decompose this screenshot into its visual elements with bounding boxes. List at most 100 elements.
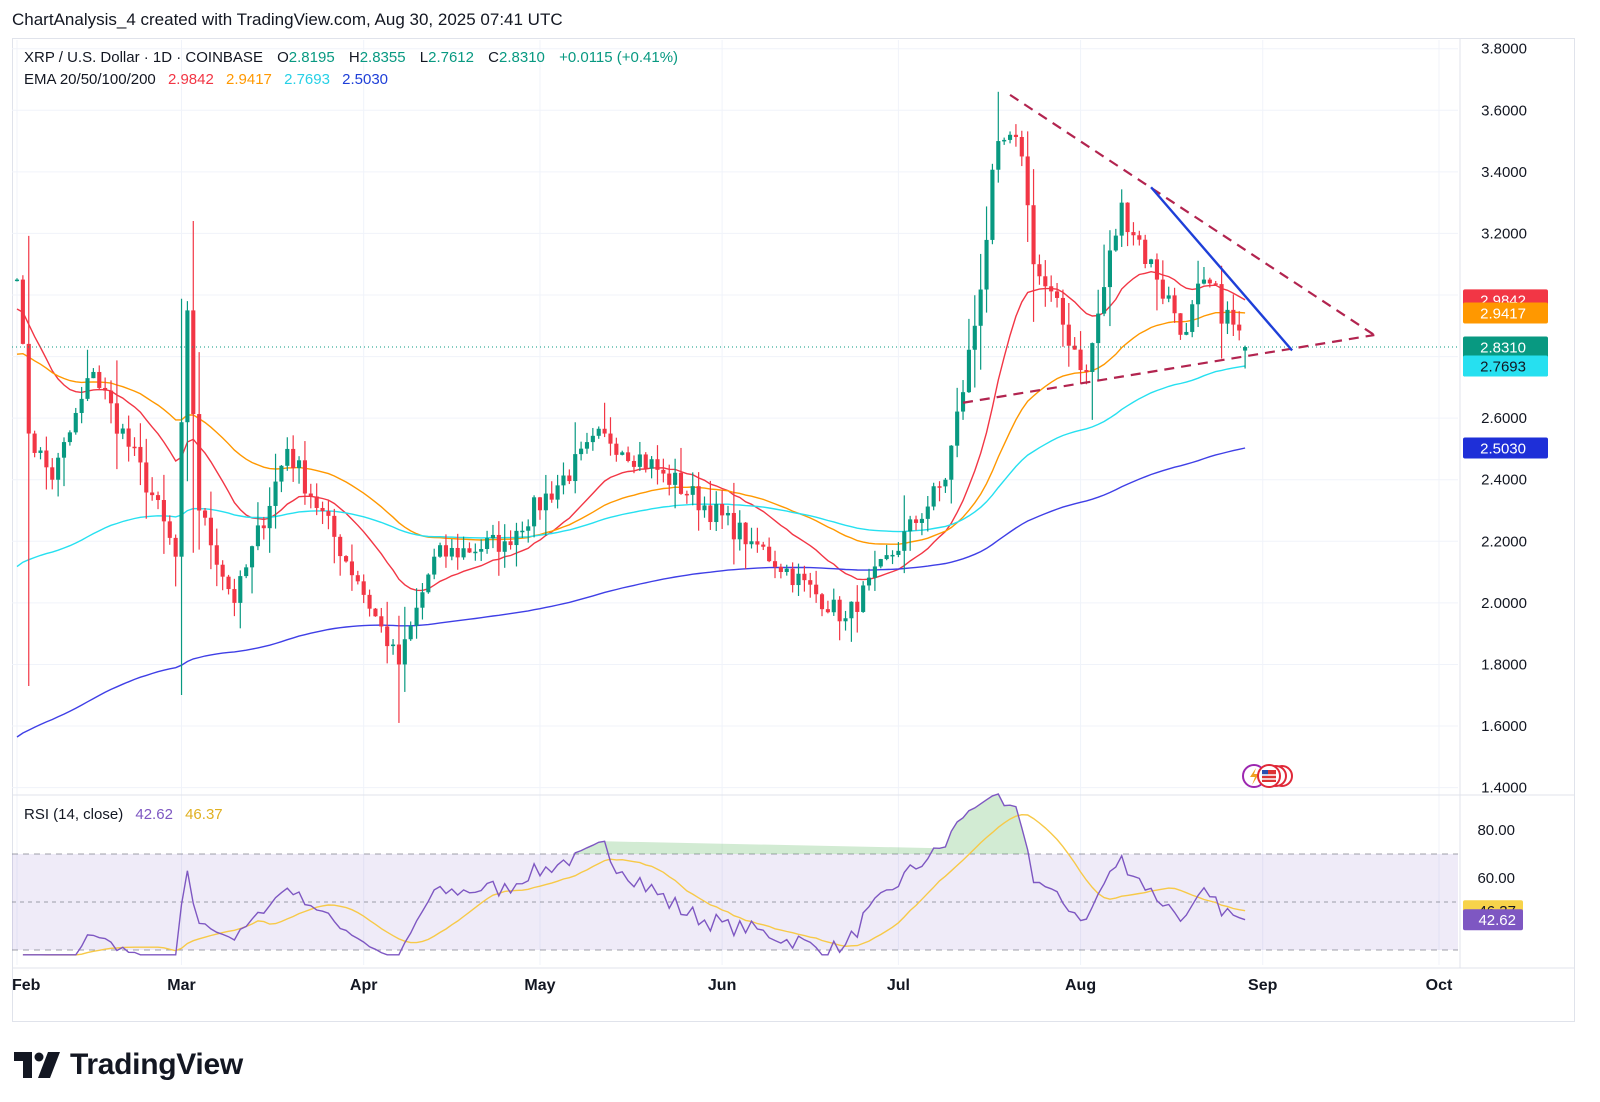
candle-body [432, 556, 437, 575]
candle-body [114, 403, 119, 434]
candle-body [238, 576, 243, 603]
event-icons[interactable] [1242, 764, 1293, 788]
rsi-value-badge-bg [1463, 909, 1523, 931]
candle-body [955, 411, 960, 446]
rsi-tick-label: 80.00 [1477, 822, 1515, 839]
candle-body [1007, 134, 1013, 140]
candle-body [966, 349, 971, 393]
candle-body [338, 536, 343, 557]
time-tick-label: Oct [1426, 977, 1453, 994]
candle-body [308, 493, 313, 497]
candle-body [226, 576, 231, 590]
triangle-upper-trendline [1009, 93, 1375, 336]
candle-body [32, 433, 37, 453]
last-price-badge: 2.8310 [1480, 340, 1526, 357]
candle-body [326, 511, 331, 516]
candle-body [1137, 235, 1142, 240]
legend-symbol: XRP / U.S. Dollar · 1D · COINBASE [24, 49, 263, 66]
candle-body [1131, 232, 1136, 236]
candle-body [902, 531, 907, 551]
candle-body [614, 443, 619, 455]
rsi-legend-label: RSI (14, close) [24, 806, 123, 823]
time-tick-label: Apr [350, 977, 378, 994]
candle-body [1002, 139, 1007, 142]
price-tick-label: 2.0000 [1481, 595, 1527, 612]
candle-body [526, 526, 531, 531]
price-tick-label: 1.4000 [1481, 780, 1527, 797]
tradingview-logo[interactable]: TradingView [14, 1048, 243, 1082]
candle-body [144, 462, 149, 493]
time-tick-label: May [524, 977, 555, 994]
candle-body [673, 472, 678, 485]
legend-change: +0.0115 (+0.41%) [559, 49, 678, 66]
candle-body [449, 547, 454, 557]
chart-frame [12, 38, 1575, 1022]
candle-body [1043, 276, 1048, 287]
legend-row-2: EMA 20/50/100/200 2.9842 2.9417 2.7693 2… [24, 71, 388, 88]
candle-body [784, 568, 789, 572]
candle-body [937, 486, 942, 488]
candle-body [296, 460, 302, 469]
candle-body [1072, 345, 1077, 350]
candle-body [273, 481, 278, 506]
rsi-lines [22, 793, 1246, 956]
candle-body [790, 568, 795, 586]
candle-body [291, 448, 296, 469]
candle-body [1243, 347, 1248, 351]
candle-body [649, 459, 654, 469]
attribution-text: ChartAnalysis_4 created with TradingView… [12, 10, 563, 29]
candle-body [455, 547, 460, 558]
candle-body [502, 541, 507, 552]
candle-body [567, 475, 572, 482]
candle-body [796, 573, 801, 586]
price-tick-label: 2.4000 [1481, 472, 1527, 489]
triangle-lower-trendline [962, 333, 1375, 404]
time-tick-label: Jun [708, 977, 736, 994]
candle-body [555, 485, 560, 500]
candle-body [479, 548, 484, 552]
price-grid [12, 38, 1575, 969]
candle-body [608, 433, 613, 444]
candle-body [61, 442, 67, 458]
time-tick-label: Aug [1065, 977, 1096, 994]
candle-body [913, 519, 919, 523]
time-tick-label: Mar [167, 977, 195, 994]
rsi-ma-line [22, 813, 1246, 956]
legend-low-value: 2.7612 [428, 49, 474, 66]
candle-body [561, 475, 566, 486]
legend-high-label: H [349, 49, 360, 66]
candle-body [1107, 250, 1112, 288]
candle-body [537, 497, 543, 511]
candle-body [402, 639, 407, 665]
candle-body [485, 538, 490, 549]
candle-body [14, 279, 20, 282]
candle-body [267, 505, 272, 529]
legend-close-value: 2.8310 [499, 49, 545, 66]
candle-body [1172, 295, 1177, 314]
candle-body [349, 561, 354, 576]
candle-body [1049, 286, 1054, 292]
candle-body [855, 601, 860, 612]
candle-body [255, 525, 260, 547]
candle-body [332, 515, 337, 537]
price-tick-label: 2.2000 [1481, 533, 1527, 550]
candle-body [1213, 283, 1218, 285]
ema100-price-badge: 2.7693 [1480, 359, 1526, 376]
candle-body [320, 507, 325, 512]
candle-body [214, 545, 219, 565]
candle-body [1143, 239, 1148, 264]
candle-body [1160, 279, 1165, 299]
time-tick-label: Jul [887, 977, 910, 994]
candle-body [890, 554, 895, 557]
candle-body [678, 472, 684, 494]
candle-body [367, 594, 372, 609]
candle-body [896, 550, 901, 555]
candle-body [667, 473, 672, 485]
ema20-legend-value: 2.9842 [168, 71, 214, 88]
candle-body [814, 584, 819, 595]
candle-body [696, 486, 701, 511]
candle-body [1031, 205, 1036, 265]
rsi-legend: RSI (14, close) 42.62 46.37 [24, 806, 223, 823]
